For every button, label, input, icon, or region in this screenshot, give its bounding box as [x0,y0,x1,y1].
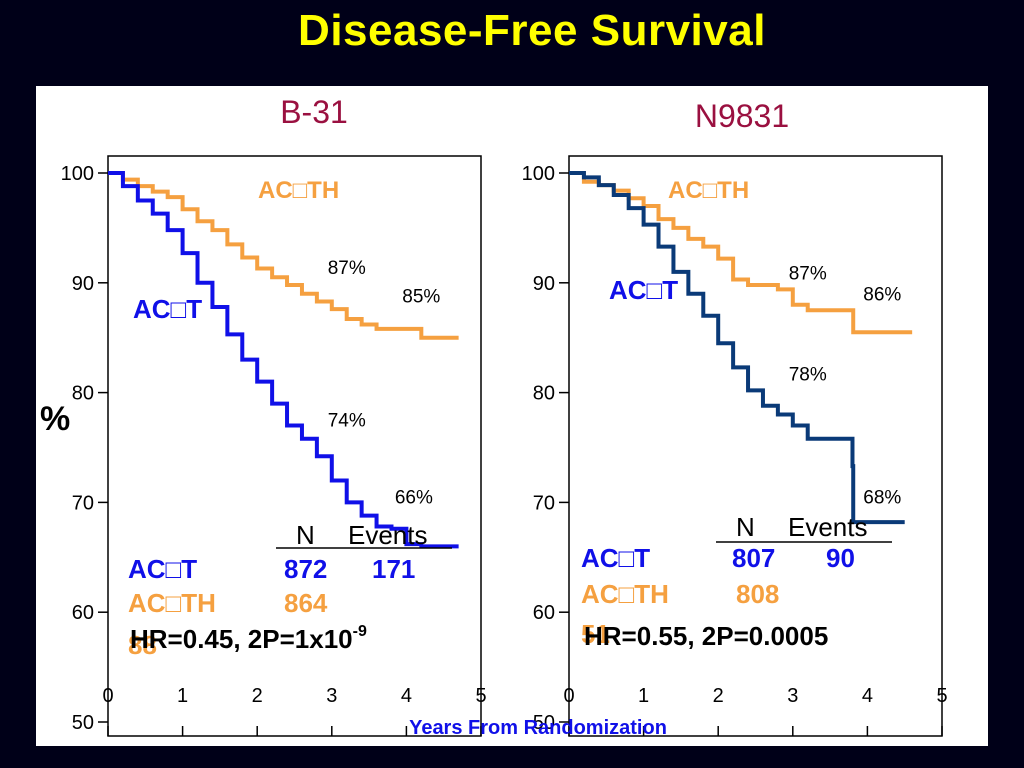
y-tick-label: 60 [533,602,555,624]
y-tick-label: 50 [533,712,555,734]
chart-n9831-row1-n: 807 [732,543,775,573]
chart-n9831-header-events: Events [788,512,868,542]
data-label: 87% [789,264,827,285]
x-tick-label: 2 [713,685,724,707]
chart-b31-annotations: 87% 85% 74% 66% [328,258,441,508]
y-tick-label: 80 [533,383,555,405]
chart-b31-header-events: Events [348,520,428,550]
chart-n9831-hidden-events: 51 [581,619,610,649]
chart-b31-row1-n: 872 [284,554,327,584]
x-tick-label: 0 [563,685,574,707]
ylabel: % [40,400,70,438]
x-tick-label: 4 [401,685,412,707]
chart-b31-title: B-31 [280,94,348,130]
x-tick-label: 3 [326,685,337,707]
chart-n9831-hr: HR=0.55, 2P=0.0005 [584,621,828,651]
chart-n9831: N9831 100 90 80 70 60 50 0 1 2 3 4 5 87% 86% 78% 68% A… [522,98,948,737]
x-tick-label: 2 [252,685,263,707]
y-tick-label: 80 [72,383,94,405]
chart-n9831-row1-events: 90 [826,543,855,573]
y-tick-label: 70 [533,492,555,514]
chart-b31-hr-exp: -9 [353,623,367,640]
chart-b31-row1-arm: AC□T [128,554,197,584]
chart-n9831-annotations: 87% 86% 78% 68% [789,264,902,509]
series-line-ctl [569,171,905,525]
x-tick-label: 0 [102,685,113,707]
chart-b31-label-tx: AC□TH [258,177,339,204]
data-label: 87% [328,258,366,279]
data-label: 78% [789,365,827,386]
chart-n9831-row2-arm: AC□TH [581,579,669,609]
data-label: 86% [863,284,901,305]
y-tick-label: 60 [72,602,94,624]
x-tick-label: 5 [936,685,947,707]
series-line-tx [108,171,459,340]
chart-b31-row2-arm: AC□TH [128,588,216,618]
data-label: 74% [328,411,366,432]
y-tick-label: 100 [522,163,555,185]
chart-b31-hidden-events: 88 [128,630,157,660]
chart-n9831-row1-arm: AC□T [581,543,650,573]
chart-n9831-frame [568,155,943,737]
x-tick-label: 3 [787,685,798,707]
chart-n9831-label-tx: AC□TH [668,177,749,204]
chart-b31-hr-text: HR=0.45, 2P=1x10 [130,624,353,654]
chart-b31-frame [107,155,482,737]
chart-n9831-header-n: N [736,512,755,542]
xlabel: Years From Randomization [409,717,667,739]
chart-panel: B-31 100 90 80 70 60 50 0 1 2 3 4 5 87% 85% 74% 66% AC… [36,86,988,746]
y-tick-label: 90 [533,273,555,295]
chart-b31-header-n: N [296,520,315,550]
chart-b31-axes: 100 90 80 70 60 50 0 1 2 3 4 5 [61,163,487,736]
chart-n9831-title: N9831 [695,98,789,134]
chart-b31-label-ctl: AC□T [133,294,202,324]
chart-b31-row1-events: 171 [372,554,415,584]
y-tick-label: 70 [72,492,94,514]
x-tick-label: 5 [475,685,486,707]
x-tick-label: 1 [638,685,649,707]
chart-b31-hr: HR=0.45, 2P=1x10-9 [130,623,367,654]
chart-n9831-lines [569,171,913,525]
chart-n9831-hr-text: HR=0.55, 2P=0.0005 [584,621,828,651]
chart-n9831-row2-n: 808 [736,579,779,609]
y-tick-label: 90 [72,273,94,295]
y-tick-label: 100 [61,163,94,185]
chart-n9831-axes: 100 90 80 70 60 50 0 1 2 3 4 5 [522,163,948,736]
y-tick-label: 50 [72,712,94,734]
data-label: 85% [402,287,440,308]
x-tick-label: 4 [862,685,873,707]
chart-b31: B-31 100 90 80 70 60 50 0 1 2 3 4 5 87% 85% 74% 66% AC… [40,94,487,737]
x-tick-label: 1 [177,685,188,707]
chart-b31-row2-n: 864 [284,588,328,618]
series-line-tx [569,171,913,335]
chart-n9831-label-ctl: AC□T [609,275,678,305]
data-label: 68% [863,487,901,508]
series-line-ctl [108,171,459,549]
slide-title: Disease-Free Survival [298,6,766,55]
data-label: 66% [395,487,433,508]
chart-b31-lines [108,171,459,549]
